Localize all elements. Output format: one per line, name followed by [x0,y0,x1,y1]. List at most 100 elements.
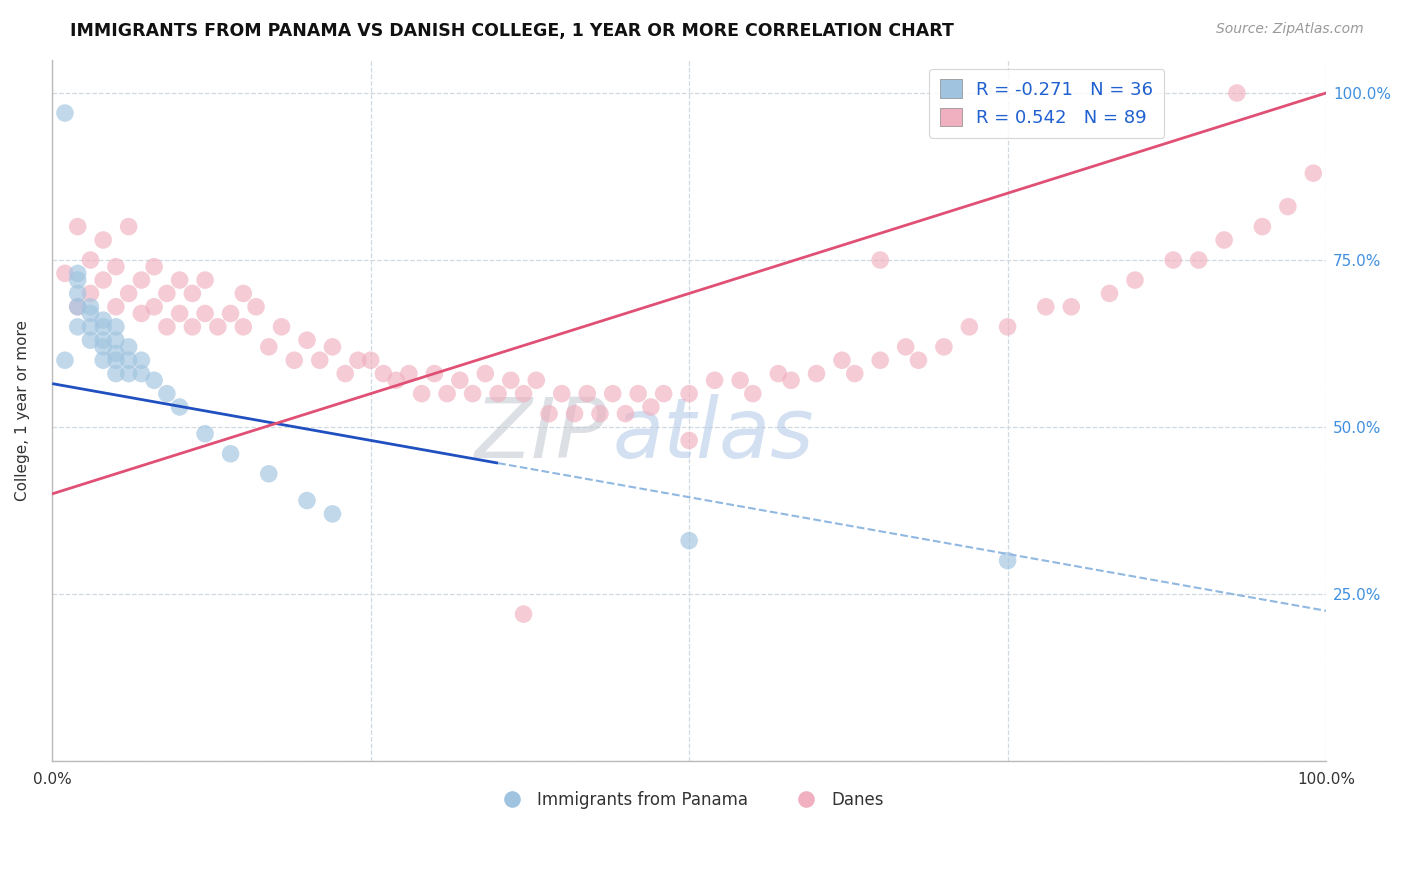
Point [486,386,509,401]
Point [91,333,114,347]
Point [461,386,484,401]
Point [780,373,803,387]
Point [118,219,141,234]
Point [91,319,114,334]
Point [512,607,534,621]
Point [1161,253,1184,268]
Point [678,533,700,548]
Point [270,319,292,334]
Point [91,353,114,368]
Point [131,273,153,287]
Point [1302,166,1324,180]
Point [347,353,370,368]
Point [385,373,408,387]
Point [869,253,891,268]
Point [66,300,89,314]
Point [232,319,254,334]
Point [321,340,343,354]
Point [907,353,929,368]
Text: IMMIGRANTS FROM PANAMA VS DANISH COLLEGE, 1 YEAR OR MORE CORRELATION CHART: IMMIGRANTS FROM PANAMA VS DANISH COLLEGE… [70,22,955,40]
Point [104,346,127,360]
Point [118,367,141,381]
Point [131,306,153,320]
Point [678,386,700,401]
Point [66,219,89,234]
Point [449,373,471,387]
Point [194,426,217,441]
Point [1226,86,1249,100]
Point [131,353,153,368]
Point [207,319,229,334]
Point [627,386,650,401]
Point [1035,300,1057,314]
Point [768,367,790,381]
Point [844,367,866,381]
Point [156,386,179,401]
Point [219,306,242,320]
Point [232,286,254,301]
Point [66,273,89,287]
Point [1098,286,1121,301]
Point [131,367,153,381]
Point [537,407,560,421]
Text: Source: ZipAtlas.com: Source: ZipAtlas.com [1216,22,1364,37]
Point [257,467,280,481]
Point [741,386,763,401]
Point [589,407,612,421]
Point [79,306,101,320]
Point [932,340,955,354]
Point [411,386,433,401]
Point [806,367,828,381]
Point [79,253,101,268]
Point [524,373,547,387]
Point [551,386,574,401]
Point [436,386,458,401]
Point [79,333,101,347]
Point [360,353,382,368]
Point [1251,219,1274,234]
Point [373,367,395,381]
Point [245,300,267,314]
Point [869,353,891,368]
Point [194,306,217,320]
Point [66,286,89,301]
Point [678,434,700,448]
Point [104,260,127,274]
Point [957,319,980,334]
Point [997,554,1019,568]
Text: atlas: atlas [613,394,814,475]
Point [53,106,76,120]
Point [118,286,141,301]
Point [53,266,76,280]
Point [79,300,101,314]
Point [321,507,343,521]
Point [79,286,101,301]
Point [104,319,127,334]
Point [499,373,522,387]
Point [512,386,534,401]
Point [652,386,675,401]
Point [53,353,76,368]
Point [1188,253,1211,268]
Point [66,319,89,334]
Point [576,386,599,401]
Point [728,373,751,387]
Point [118,353,141,368]
Point [91,313,114,327]
Point [169,306,191,320]
Point [831,353,853,368]
Point [169,400,191,414]
Point [295,333,318,347]
Point [156,286,179,301]
Point [894,340,917,354]
Point [474,367,496,381]
Point [295,493,318,508]
Point [640,400,662,414]
Point [398,367,420,381]
Point [181,319,204,334]
Point [1123,273,1146,287]
Point [1213,233,1236,247]
Point [143,260,166,274]
Point [1060,300,1083,314]
Point [91,340,114,354]
